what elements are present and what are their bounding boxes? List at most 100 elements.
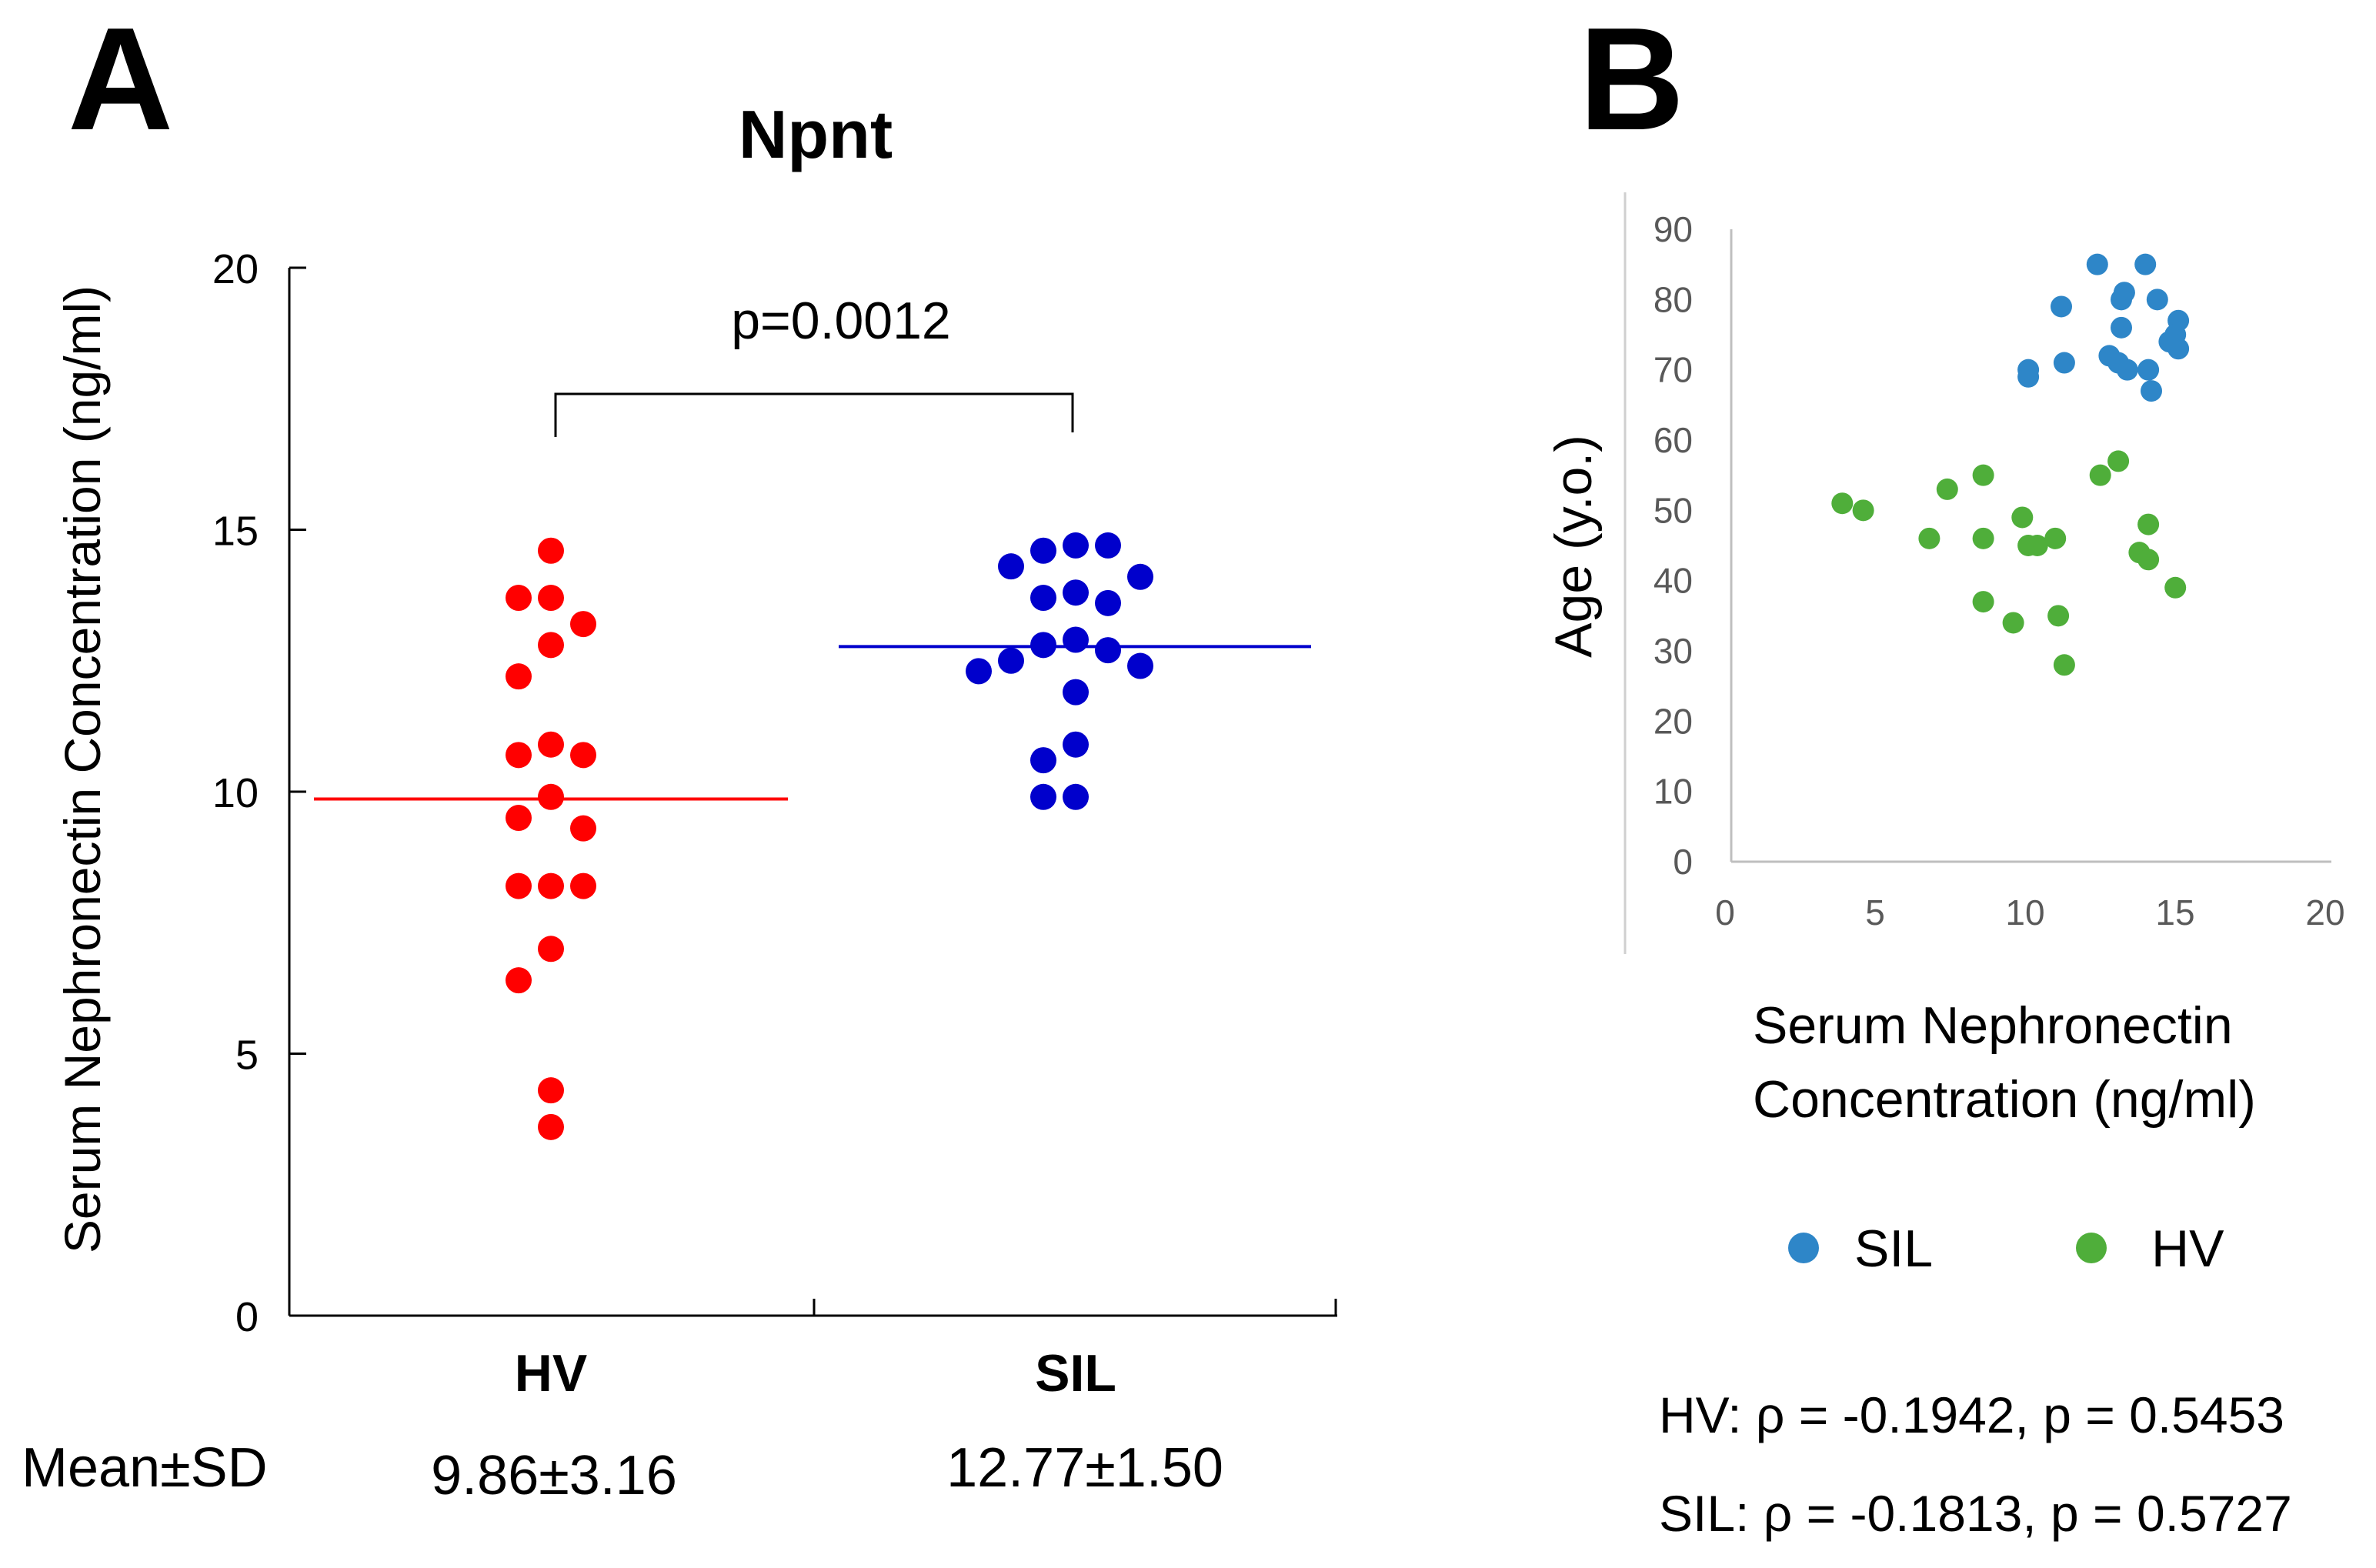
scatter-point-sil [2111,316,2132,339]
data-point-sil [998,553,1024,580]
scatter-point-hv [1972,527,1994,549]
scatter-point-hv [1972,464,1994,486]
chart-b-x-axis-label-line2: Concentration (ng/ml) [1753,1070,2256,1129]
chart-b-x-axis-label-line1: Serum Nephronectin [1753,996,2233,1055]
y-tick-label: 20 [1654,701,1693,741]
data-point-hv [506,805,532,832]
legend-marker-hv [2076,1233,2107,1263]
chart-a-mean-lines [314,645,1311,801]
scatter-point-hv [2053,654,2075,676]
y-tick-label: 50 [1654,490,1693,530]
y-tick-label: 90 [1654,209,1693,249]
panel-a-letter: A [68,0,173,161]
y-tick-label: 80 [1654,279,1693,319]
chart-b-legend: SIL HV [1788,1219,2224,1278]
scatter-point-hv [2089,464,2111,486]
data-point-hv [506,872,532,899]
scatter-point-sil [2141,380,2162,402]
data-point-sil [1030,537,1056,564]
data-point-sil [1127,652,1153,679]
y-tick-label: 10 [1654,772,1693,812]
significance-p-value: p=0.0012 [731,292,951,350]
scatter-point-sil [2116,359,2138,381]
scatter-point-sil [2051,295,2072,318]
data-point-sil [1030,632,1056,659]
data-point-sil [1095,589,1121,616]
data-point-sil [1095,637,1121,664]
scatter-point-hv [2164,576,2187,599]
data-point-hv [570,742,596,769]
data-point-sil [1127,563,1153,590]
sil-mean-sd-value: 12.77±1.50 [946,1437,1223,1499]
x-category-label: HV [515,1344,587,1403]
scatter-point-hv [2011,506,2034,529]
mean-sd-label: Mean±SD [22,1437,268,1499]
scatter-point-hv [1936,478,1958,500]
y-tick-label: 70 [1654,350,1693,390]
x-tick-label: 5 [1865,892,1885,932]
data-point-sil [1030,747,1056,774]
scatter-point-hv [1831,492,1854,515]
scatter-point-sil [2017,365,2040,388]
data-point-hv [538,632,564,659]
scatter-point-sil [2113,282,2135,304]
scatter-point-hv [1918,527,1941,549]
panel-b: B Age (y.o.) 0 10 20 30 40 50 60 70 80 90 0 5 10 15 20… [1544,0,2345,1542]
legend-label-hv: HV [2151,1219,2224,1278]
scatter-point-sil [2086,253,2108,275]
scatter-point-sil [2134,253,2157,275]
data-point-hv [538,872,564,899]
data-point-sil [966,658,992,685]
data-point-sil [1063,783,1089,810]
y-tick-label: 60 [1654,420,1693,460]
legend-marker-sil [1788,1233,1819,1263]
data-point-hv [570,815,596,842]
scatter-point-hv [2137,513,2160,535]
panel-b-letter: B [1579,0,1684,161]
sil-correlation-stats: SIL: ρ = -0.1813, p = 0.5727 [1659,1485,2292,1542]
chart-a-title: Npnt [739,96,893,172]
chart-b-axes: 0 10 20 30 40 50 60 70 80 90 0 5 10 15 20 [1654,209,2345,932]
x-tick-label: 10 [2005,892,2044,932]
data-point-hv [538,585,564,612]
data-point-hv [570,872,596,899]
chart-a-axes: 0 5 10 15 20 HV SIL [212,246,1337,1403]
scatter-point-hv [1852,499,1874,522]
data-point-hv [506,742,532,769]
chart-b-y-axis-label: Age (y.o.) [1544,435,1603,658]
data-point-sil [1030,585,1056,612]
y-tick-label: 30 [1654,631,1693,671]
y-tick-label: 0 [1673,842,1693,882]
data-point-sil [1063,579,1089,606]
data-point-hv [506,967,532,994]
scatter-point-sil [2053,352,2075,374]
data-point-hv [538,783,564,810]
x-tick-label: 0 [1715,892,1735,932]
y-tick-label: 10 [212,770,259,816]
scatter-point-hv [1972,591,1994,613]
significance-bracket [554,392,1074,437]
scatter-point-hv [2137,549,2160,571]
data-point-sil [1063,679,1089,706]
scatter-point-hv [2026,535,2048,556]
scatter-point-hv [2044,527,2067,549]
y-tick-label: 0 [235,1294,259,1340]
data-point-hv [506,585,532,612]
scatter-point-hv [2107,450,2130,472]
y-tick-label: 20 [212,246,259,292]
legend-label-sil: SIL [1854,1219,1933,1278]
data-point-sil [1030,783,1056,810]
scatter-point-hv [2002,612,2024,634]
data-point-sil [1063,626,1089,653]
data-point-sil [1063,731,1089,758]
scatter-point-sil [2167,338,2190,360]
data-point-hv [538,537,564,564]
chart-a-y-axis-label: Serum Nephronectin Concentration (ng/ml) [54,285,111,1253]
data-point-hv [538,731,564,758]
data-point-hv [570,611,596,638]
data-point-hv [506,663,532,690]
scatter-point-sil [2146,289,2168,311]
panel-a: A Npnt Serum Nephronectin Concentration … [22,0,1337,1506]
y-tick-label: 15 [212,509,259,555]
